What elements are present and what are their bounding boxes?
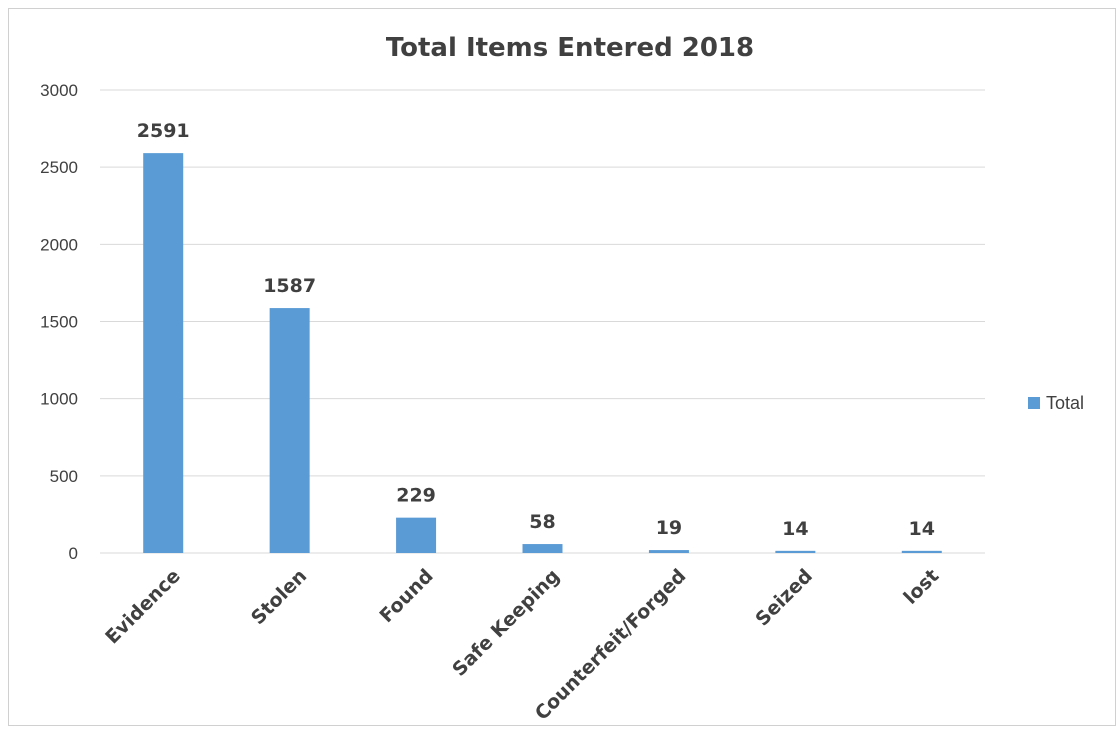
- bars: [143, 153, 942, 554]
- legend-label-total: Total: [1046, 393, 1084, 413]
- x-category-label: Safe Keeping: [448, 565, 564, 681]
- chart-frame: [8, 8, 1116, 726]
- y-tick-label: 3000: [40, 81, 78, 100]
- x-category-label: lost: [900, 565, 944, 609]
- legend-swatch-total: [1028, 397, 1040, 409]
- y-tick-label: 1500: [40, 313, 78, 332]
- bar-evidence: [143, 153, 184, 554]
- bar-stolen: [269, 308, 310, 553]
- data-label: 14: [782, 518, 808, 540]
- legend: Total: [1028, 393, 1084, 413]
- y-tick-label: 2000: [40, 235, 78, 254]
- y-axis-ticks: 0 500 1000 1500 2000 2500 3000: [40, 81, 78, 563]
- gridlines: [100, 89, 985, 554]
- x-category-label: Seized: [751, 565, 817, 631]
- data-label: 58: [529, 511, 555, 533]
- data-label: 229: [396, 485, 436, 507]
- y-tick-label: 2500: [40, 158, 78, 177]
- bar-lost: [901, 550, 942, 553]
- bar-seized: [775, 550, 816, 553]
- data-label: 2591: [137, 120, 190, 142]
- x-category-label: Found: [375, 565, 437, 627]
- y-tick-label: 500: [50, 467, 78, 486]
- x-axis-categories: Evidence Stolen Found Safe KeepingCounterfe…: [101, 565, 943, 725]
- y-tick-label: 0: [69, 544, 78, 563]
- data-labels: 2591 1587 229 58 19 14 14: [137, 120, 935, 540]
- chart-title: Total Items Entered 2018: [386, 33, 754, 63]
- data-label: 19: [656, 517, 682, 539]
- bar-safe-keeping: [522, 544, 563, 553]
- data-label: 1587: [263, 275, 316, 297]
- bar-counterfeit-forged: [648, 550, 689, 553]
- x-category-label: Evidence: [101, 565, 184, 648]
- bar-found: [396, 517, 437, 553]
- data-label: 14: [909, 518, 935, 540]
- x-category-label: Stolen: [247, 565, 311, 629]
- y-tick-label: 1000: [40, 390, 78, 409]
